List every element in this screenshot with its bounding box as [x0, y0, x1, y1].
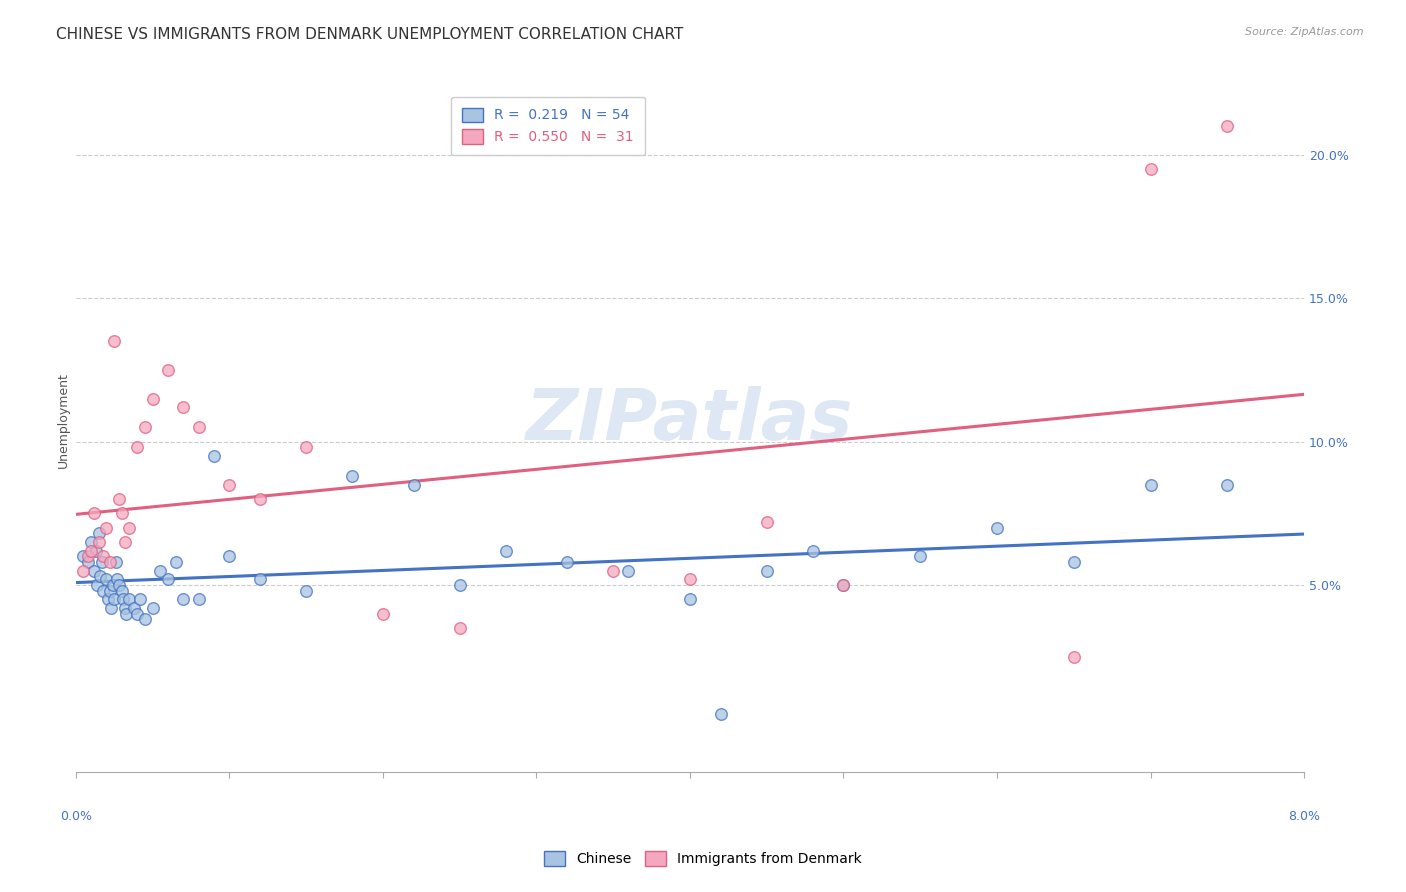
Y-axis label: Unemployment: Unemployment	[58, 372, 70, 468]
Point	[202, 449, 225, 463]
Point	[118, 521, 141, 535]
Point	[114, 601, 136, 615]
Point	[908, 549, 931, 564]
Point	[72, 549, 94, 564]
Point	[98, 583, 121, 598]
Point	[93, 549, 115, 564]
Point	[295, 440, 318, 454]
Point	[187, 592, 209, 607]
Point	[1063, 555, 1085, 569]
Point	[555, 555, 578, 569]
Text: 8.0%: 8.0%	[1288, 811, 1320, 823]
Point	[249, 491, 271, 506]
Point	[156, 572, 179, 586]
Point	[249, 572, 271, 586]
Point	[127, 607, 149, 621]
Point	[755, 564, 778, 578]
Point	[402, 477, 425, 491]
Text: Source: ZipAtlas.com: Source: ZipAtlas.com	[1246, 27, 1364, 37]
Point	[1216, 119, 1239, 133]
Point	[449, 621, 471, 635]
Point	[98, 555, 121, 569]
Point	[77, 555, 100, 569]
Point	[104, 555, 127, 569]
Point	[134, 420, 156, 434]
Point	[602, 564, 624, 578]
Point	[172, 400, 194, 414]
Point	[832, 578, 855, 592]
Point	[156, 363, 179, 377]
Point	[83, 564, 105, 578]
Point	[87, 535, 110, 549]
Point	[172, 592, 194, 607]
Point	[89, 569, 111, 583]
Point	[122, 601, 145, 615]
Point	[495, 543, 517, 558]
Legend: R =  0.219   N = 54, R =  0.550   N =  31: R = 0.219 N = 54, R = 0.550 N = 31	[451, 96, 645, 155]
Point	[93, 583, 115, 598]
Point	[80, 535, 103, 549]
Point	[80, 543, 103, 558]
Point	[755, 515, 778, 529]
Point	[149, 564, 172, 578]
Point	[112, 592, 135, 607]
Point	[107, 578, 129, 592]
Point	[100, 601, 122, 615]
Point	[72, 564, 94, 578]
Point	[111, 583, 134, 598]
Point	[986, 521, 1008, 535]
Point	[710, 707, 733, 722]
Point	[187, 420, 209, 434]
Point	[103, 334, 125, 348]
Point	[1063, 649, 1085, 664]
Point	[134, 613, 156, 627]
Point	[218, 549, 240, 564]
Point	[449, 578, 471, 592]
Point	[111, 506, 134, 520]
Text: ZIPatlas: ZIPatlas	[526, 385, 853, 455]
Point	[617, 564, 640, 578]
Text: 0.0%: 0.0%	[59, 811, 91, 823]
Point	[295, 583, 318, 598]
Point	[84, 543, 107, 558]
Legend: Chinese, Immigrants from Denmark: Chinese, Immigrants from Denmark	[538, 846, 868, 871]
Point	[129, 592, 152, 607]
Point	[801, 543, 824, 558]
Point	[97, 592, 120, 607]
Point	[127, 440, 149, 454]
Point	[118, 592, 141, 607]
Point	[679, 572, 702, 586]
Point	[340, 469, 363, 483]
Point	[96, 572, 118, 586]
Point	[86, 578, 108, 592]
Point	[115, 607, 138, 621]
Point	[679, 592, 702, 607]
Point	[96, 521, 118, 535]
Point	[87, 526, 110, 541]
Point	[371, 607, 394, 621]
Point	[90, 555, 112, 569]
Point	[83, 506, 105, 520]
Text: CHINESE VS IMMIGRANTS FROM DENMARK UNEMPLOYMENT CORRELATION CHART: CHINESE VS IMMIGRANTS FROM DENMARK UNEMP…	[56, 27, 683, 42]
Point	[77, 549, 100, 564]
Point	[114, 535, 136, 549]
Point	[1216, 477, 1239, 491]
Point	[165, 555, 187, 569]
Point	[218, 477, 240, 491]
Point	[1139, 477, 1161, 491]
Point	[1139, 161, 1161, 176]
Point	[107, 491, 129, 506]
Point	[105, 572, 128, 586]
Point	[141, 601, 163, 615]
Point	[101, 578, 124, 592]
Point	[832, 578, 855, 592]
Point	[103, 592, 125, 607]
Point	[141, 392, 163, 406]
